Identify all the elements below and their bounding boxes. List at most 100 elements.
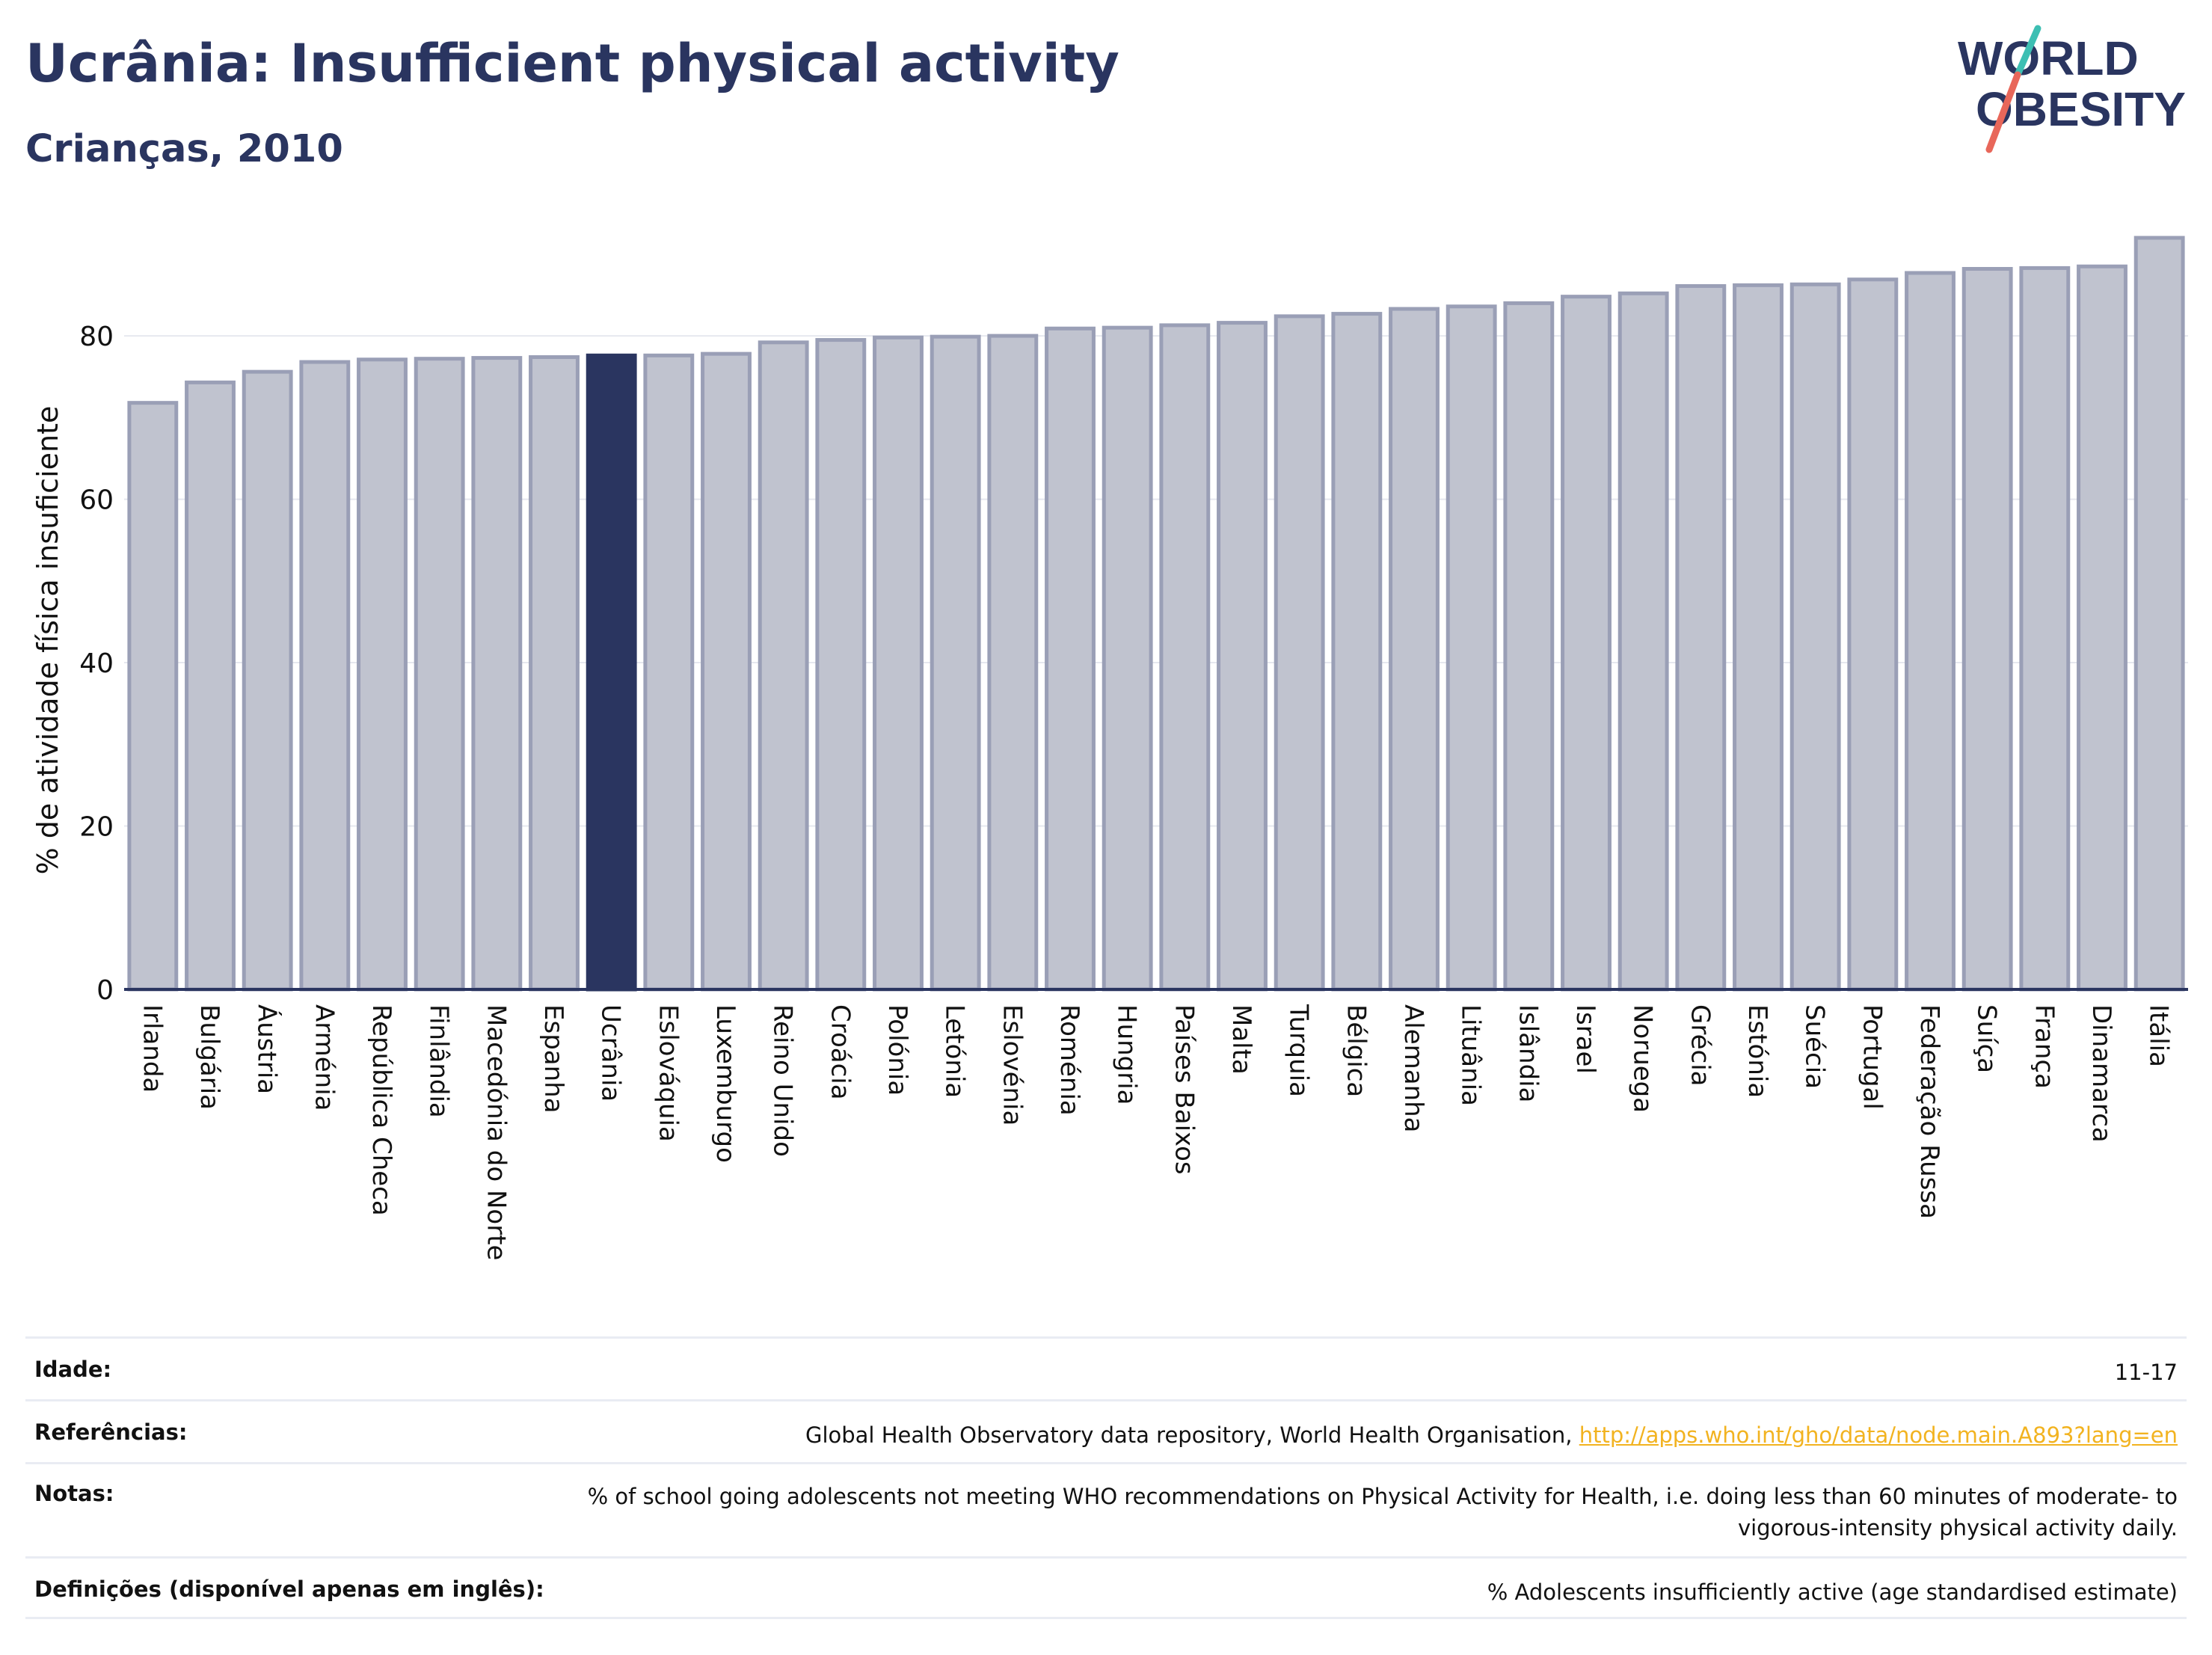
bar xyxy=(1561,295,1612,992)
meta-value-age: 11-17 xyxy=(2114,1360,2178,1385)
x-tick-label: Turquia xyxy=(1284,1004,1314,1097)
x-tick-label: Irlanda xyxy=(137,1004,167,1093)
reference-text: Global Health Observatory data repositor… xyxy=(805,1422,1579,1448)
y-tick-label: 80 xyxy=(79,322,114,352)
meta-value-notes: % of school going adolescents not meetin… xyxy=(587,1484,2178,1541)
y-tick-label: 60 xyxy=(79,485,114,516)
meta-value-references: Global Health Observatory data repositor… xyxy=(805,1419,2187,1451)
x-tick-label: Espanha xyxy=(538,1004,568,1114)
bar xyxy=(1102,325,1153,992)
chart-subtitle: Crianças, 2010 xyxy=(25,127,343,171)
x-tick-label: Países Baixos xyxy=(1169,1004,1199,1175)
bar xyxy=(185,380,236,992)
meta-value-definitions: % Adolescents insufficiently active (age… xyxy=(1487,1579,2178,1605)
bar xyxy=(701,351,752,992)
bar xyxy=(1045,326,1096,992)
bar xyxy=(2133,236,2185,992)
x-tick-label: França xyxy=(2029,1004,2059,1089)
bar xyxy=(529,354,580,992)
x-tick-label: Letónia xyxy=(940,1004,970,1098)
bars xyxy=(127,236,2185,992)
x-tick-label: Reino Unido xyxy=(768,1004,798,1157)
meta-row-age: Idade: 11-17 xyxy=(25,1336,2187,1399)
bar xyxy=(1789,282,1841,992)
x-tick-label: Suíça xyxy=(1972,1004,2002,1073)
x-tick-label: Roménia xyxy=(1054,1004,1084,1116)
x-tick-label: Hungria xyxy=(1112,1004,1142,1105)
logo-line-world: WORLD xyxy=(1958,31,2139,85)
bar xyxy=(873,335,924,992)
x-tick-label: Ucrânia xyxy=(596,1004,626,1102)
bar xyxy=(242,369,293,992)
meta-row-definitions: Definições (disponível apenas em inglês)… xyxy=(25,1556,2187,1619)
x-tick-label: Portugal xyxy=(1857,1004,1887,1110)
logo-slash-teal xyxy=(2014,25,2042,79)
x-tick-label: Macedónia do Norte xyxy=(481,1004,511,1260)
y-tick-label: 20 xyxy=(79,812,114,843)
x-tick-label: Polónia xyxy=(882,1004,912,1096)
bar xyxy=(643,353,695,992)
bar xyxy=(1331,312,1383,992)
bar xyxy=(357,357,408,992)
x-tick-label: Eslováquia xyxy=(653,1004,683,1142)
x-tick-label: Bulgária xyxy=(194,1004,224,1110)
x-tick-label: Arménia xyxy=(309,1004,339,1111)
bar xyxy=(930,334,981,992)
bar xyxy=(299,360,351,992)
x-tick-label: Estónia xyxy=(1742,1004,1772,1098)
x-tick-label: Eslovénia xyxy=(997,1004,1027,1126)
bar xyxy=(127,401,179,992)
reference-link[interactable]: http://apps.who.int/gho/data/node.main.A… xyxy=(1579,1422,2178,1448)
meta-row-references: Referências: Global Health Observatory d… xyxy=(25,1399,2187,1462)
y-tick-label: 40 xyxy=(79,648,114,679)
bar xyxy=(1446,304,1497,992)
x-tick-label: Finlândia xyxy=(424,1004,454,1118)
x-tick-label: Noruega xyxy=(1628,1004,1658,1113)
meta-label-definitions: Definições (disponível apenas em inglês)… xyxy=(34,1576,544,1602)
bar xyxy=(414,357,465,992)
bar xyxy=(2077,264,2127,992)
bar xyxy=(471,356,523,992)
x-tick-labels: Irlanda Bulgária Áustria Arménia República C… xyxy=(137,1004,2173,1260)
bar xyxy=(1274,314,1325,992)
bar xyxy=(815,338,867,992)
x-tick-label: Croácia xyxy=(825,1004,855,1100)
x-tick-label: Suécia xyxy=(1800,1004,1830,1089)
bar xyxy=(1617,291,1669,992)
bar xyxy=(1733,283,1784,992)
bar xyxy=(2019,265,2071,992)
bar xyxy=(758,340,809,992)
meta-label-references: Referências: xyxy=(34,1419,188,1445)
bar-chart: 0 20 40 60 80 Irlanda Bulgária Áustria Arménia R… xyxy=(79,236,2188,1260)
x-tick-label: Áustria xyxy=(252,1004,283,1094)
x-tick-label: Luxemburgo xyxy=(710,1004,740,1163)
metadata-table: Idade: 11-17 Referências: Global Health … xyxy=(25,1336,2187,1619)
bar xyxy=(1159,323,1211,992)
x-tick-label: Alemanha xyxy=(1398,1004,1428,1133)
x-tick-label: Federação Russa xyxy=(1914,1004,1944,1219)
bar xyxy=(1961,267,2013,992)
x-tick-label: Dinamarca xyxy=(2086,1004,2116,1143)
meta-label-notes: Notas: xyxy=(34,1481,114,1506)
bar xyxy=(987,334,1039,992)
grid-lines xyxy=(124,335,2188,827)
x-tick-label: República Checa xyxy=(366,1004,396,1216)
x-tick-label: Islândia xyxy=(1513,1004,1543,1102)
meta-label-age: Idade: xyxy=(34,1357,112,1382)
x-tick-label: Grécia xyxy=(1685,1004,1715,1086)
bar xyxy=(1847,277,1899,992)
meta-row-notes: Notas: % of school going adolescents not… xyxy=(25,1462,2187,1556)
bar-highlighted xyxy=(586,353,637,992)
bar xyxy=(1905,271,1956,992)
y-tick-labels: 0 20 40 60 80 xyxy=(79,322,114,1006)
x-tick-label: Malta xyxy=(1226,1004,1256,1075)
x-tick-label: Israel xyxy=(1570,1004,1600,1074)
x-tick-label: Bélgica xyxy=(1341,1004,1371,1097)
chart-title: Ucrânia: Insufficient physical activity xyxy=(25,33,1119,94)
bar xyxy=(1675,283,1727,992)
y-tick-label: 0 xyxy=(96,975,114,1006)
bar xyxy=(1217,321,1268,992)
bar xyxy=(1389,307,1440,992)
world-obesity-logo: WORLD OBESITY xyxy=(1958,25,2186,153)
x-tick-label: Lituânia xyxy=(1456,1004,1486,1106)
